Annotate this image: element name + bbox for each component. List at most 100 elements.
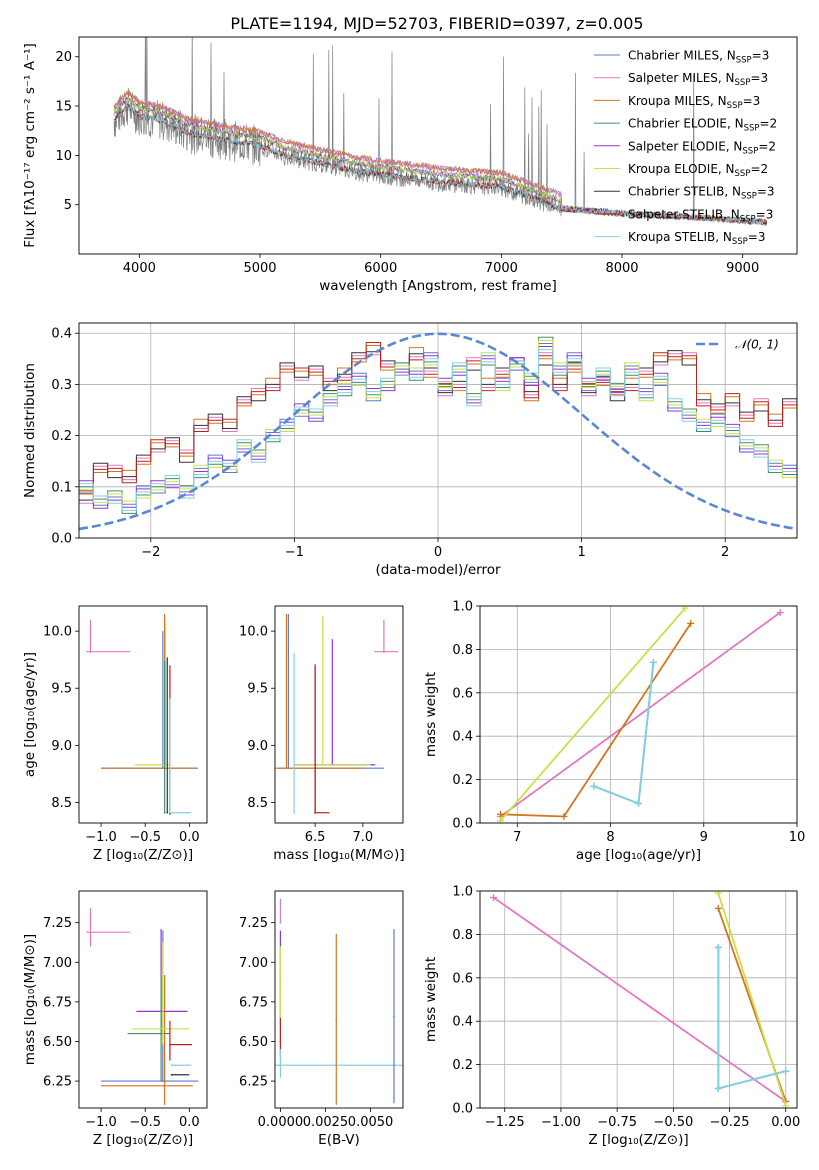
y-axis-label: Flux [fλ10⁻¹⁷ erg cm⁻² s⁻¹ A⁻¹] <box>22 43 38 248</box>
y-tick-label: 0.8 <box>452 928 473 943</box>
legend-label: Chabrier MILES, NSSP=3 <box>628 49 769 66</box>
x-tick-label: 0.0050 <box>348 1115 394 1130</box>
x-tick-label: 9000 <box>726 261 759 276</box>
legend-subscript: SSP <box>727 101 743 111</box>
x-tick-label: 6.5 <box>305 830 326 845</box>
x-tick-label: −0.5 <box>129 830 161 845</box>
y-tick-label: 0.6 <box>452 971 473 986</box>
y-tick-label: 10.0 <box>239 625 268 640</box>
y-tick-label: 9.0 <box>247 739 268 754</box>
legend-name: Kroupa MILES, N <box>628 94 727 108</box>
x-tick-label: −1.00 <box>541 1115 581 1130</box>
legend-name: Salpeter MILES, N <box>628 71 735 85</box>
legend-count: =3 <box>748 230 766 244</box>
y-axis-label: mass weight <box>423 957 439 1042</box>
axes-frame <box>479 890 798 1109</box>
x-tick-label: 1 <box>577 545 585 560</box>
age-vs-Z-panel: −1.0 −0.5 0.0 8.5 9.0 9.5 10.0 Z [log₁₀(Z/Z⊙)] a… <box>22 605 208 863</box>
y-tick-label: 0.4 <box>51 327 72 342</box>
y-tick-label: 10.0 <box>43 625 72 640</box>
y-axis-label: mass [log₁₀(M/M⊙)] <box>22 934 38 1065</box>
x-tick-label: 4000 <box>123 261 156 276</box>
x-tick-label: 0.0000 <box>258 1115 304 1130</box>
spectrum-panel: 4000 5000 6000 7000 8000 9000 5 10 15 20 wavelengt… <box>22 36 798 294</box>
x-tick-label: 7000 <box>485 261 518 276</box>
y-tick-label: 0.2 <box>51 429 72 444</box>
y-axis-label: mass weight <box>423 672 439 757</box>
model-spectrum-line <box>113 96 767 225</box>
data-point <box>382 650 385 653</box>
x-tick-label: −1.0 <box>85 1115 117 1130</box>
y-tick-label: 7.00 <box>43 956 72 971</box>
weight-vs-Z-plot-area <box>489 891 790 1108</box>
data-point <box>285 767 288 770</box>
legend-label: Salpeter STELIB, NSSP=3 <box>628 207 773 224</box>
age-vs-mass-plot-area <box>275 613 399 814</box>
data-point <box>170 1073 173 1076</box>
axes-frame <box>78 890 208 1109</box>
y-tick-label: 0.4 <box>452 1015 473 1030</box>
x-tick-label: −0.50 <box>653 1115 693 1130</box>
x-tick-label: 8 <box>606 830 614 845</box>
data-point <box>160 1032 162 1035</box>
x-tick-label: 0.0 <box>179 830 200 845</box>
x-axis-label: (data-model)/error <box>375 562 501 578</box>
weight-line <box>717 892 787 1107</box>
y-tick-label: 0.8 <box>452 643 473 658</box>
x-tick-label: 2 <box>721 545 729 560</box>
y-tick-label: 7.25 <box>239 916 268 931</box>
legend-label: Kroupa ELODIE, NSSP=2 <box>628 162 768 179</box>
x-tick-label: 10 <box>789 830 806 845</box>
data-point <box>166 811 169 814</box>
legend-subscript: SSP <box>732 237 748 247</box>
residuals-plot-area <box>79 332 797 531</box>
data-point <box>279 921 282 924</box>
weight-line <box>499 607 686 822</box>
data-point <box>161 1080 164 1082</box>
x-tick-label: 0.0025 <box>303 1115 349 1130</box>
y-tick-label: 0.0 <box>452 1102 473 1117</box>
x-tick-label: 7.0 <box>353 830 374 845</box>
legend-name: Salpeter ELODIE, N <box>628 139 742 153</box>
y-tick-label: 0.0 <box>452 817 473 832</box>
y-tick-label: 7.00 <box>239 956 268 971</box>
axes-frame <box>274 890 404 1109</box>
data-point <box>321 763 324 766</box>
data-point <box>314 811 317 814</box>
x-tick-label: −0.25 <box>710 1115 750 1130</box>
data-point <box>279 1000 282 1003</box>
legend-subscript: SSP <box>735 78 751 88</box>
data-point <box>293 811 296 814</box>
weight-line <box>492 896 787 1103</box>
data-point <box>89 931 92 934</box>
legend-label: Salpeter ELODIE, NSSP=2 <box>628 139 776 156</box>
x-axis-label: Z [log₁₀(Z/Z⊙)] <box>93 1132 193 1148</box>
model-spectrum-line <box>113 96 768 226</box>
y-tick-label: 8.5 <box>51 796 72 811</box>
x-tick-label: −0.75 <box>597 1115 637 1130</box>
y-tick-label: 0.1 <box>51 480 72 495</box>
weight-vs-age-panel: 7 8 9 10 0.0 0.2 0.4 0.6 0.8 1.0 age [log₁₀(age/yr… <box>423 600 805 864</box>
y-tick-label: 6.50 <box>239 1035 268 1050</box>
weight-line <box>499 611 781 818</box>
x-axis-label: E(B-V) <box>318 1132 360 1148</box>
legend-name: Kroupa ELODIE, N <box>628 162 735 176</box>
x-tick-label: −1 <box>285 545 304 560</box>
legend-count: =2 <box>760 117 778 131</box>
y-tick-label: 9.0 <box>51 739 72 754</box>
legend-count: =2 <box>758 139 776 153</box>
legend-count: =3 <box>756 207 774 221</box>
y-tick-label: 8.5 <box>247 796 268 811</box>
legend-subscript: SSP <box>741 192 757 202</box>
data-point <box>335 1019 338 1022</box>
data-point <box>170 1064 173 1067</box>
age-vs-Z-plot-area <box>86 613 199 815</box>
x-tick-label: 0 <box>434 545 442 560</box>
x-tick-label: 6000 <box>364 261 397 276</box>
x-axis-label: wavelength [Angstrom, rest frame] <box>319 278 557 294</box>
x-tick-label: 0.00 <box>771 1115 800 1130</box>
y-tick-label: 7.25 <box>43 916 72 931</box>
y-tick-label: 0.2 <box>452 1058 473 1073</box>
figure-title: PLATE=1194, MJD=52703, FIBERID=0397, z=0… <box>230 14 643 33</box>
data-point <box>279 1064 282 1067</box>
